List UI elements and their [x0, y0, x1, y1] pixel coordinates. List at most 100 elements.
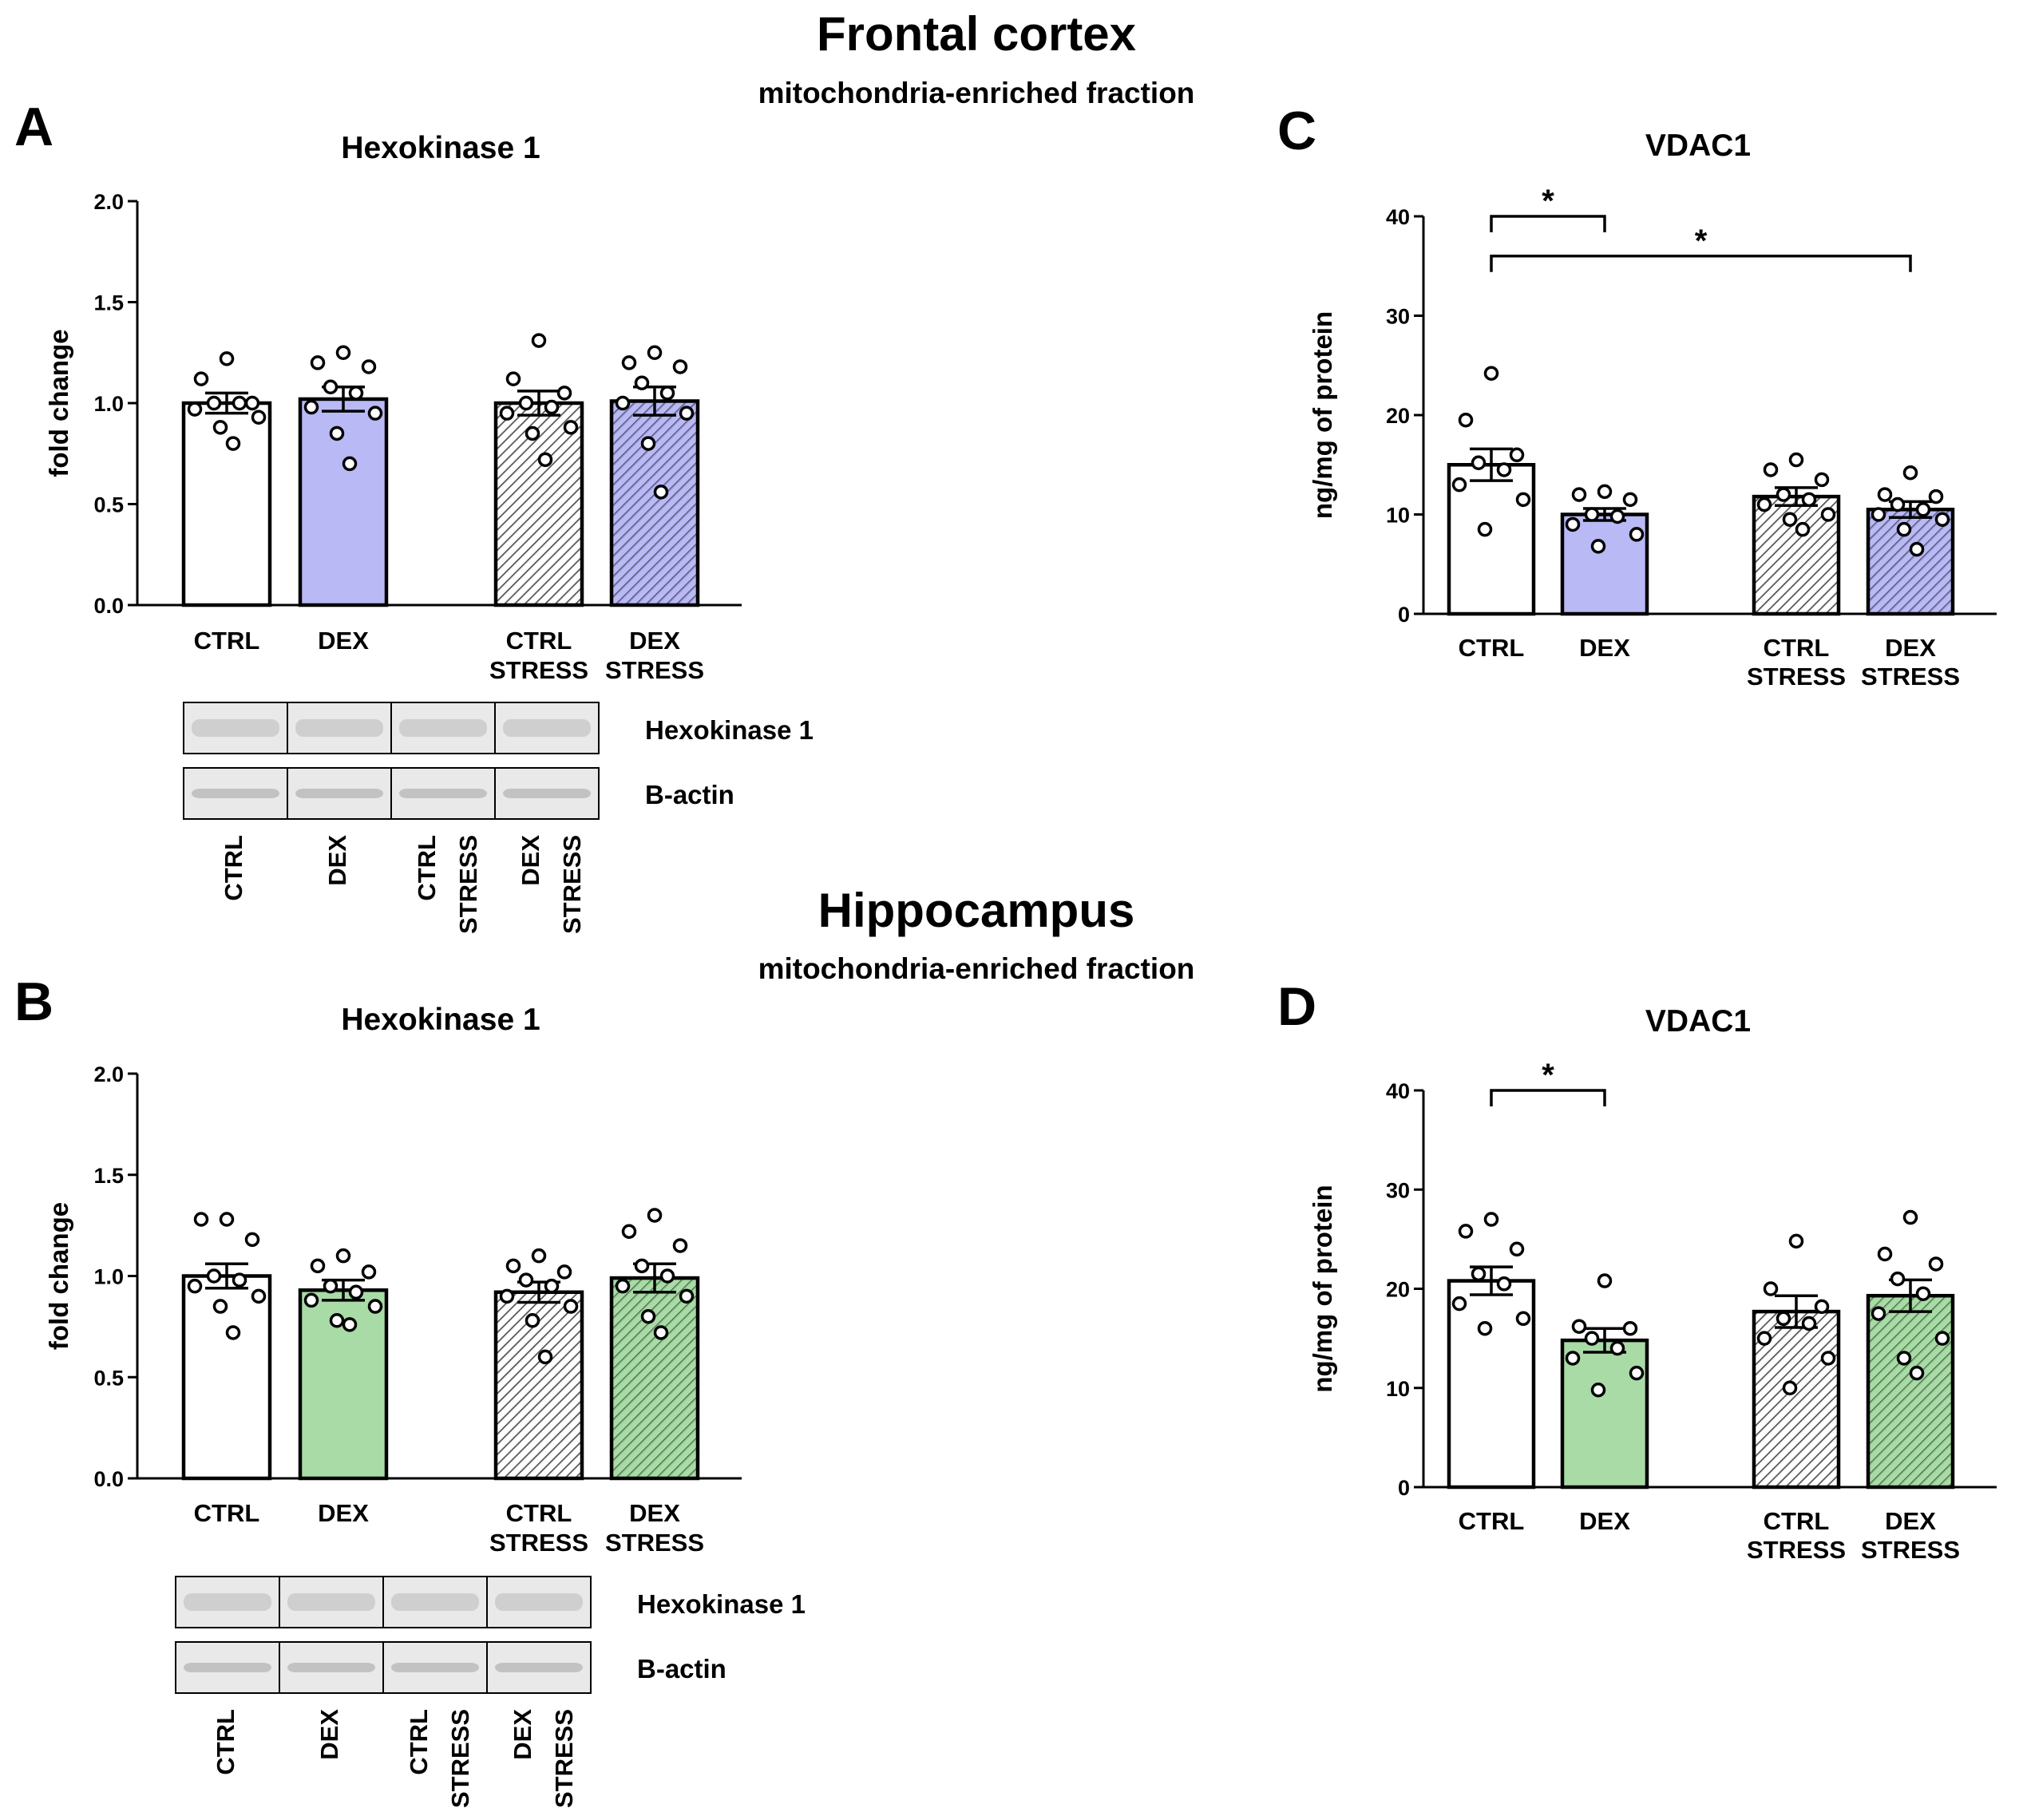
- data-point: [1622, 1320, 1638, 1336]
- data-point: [1909, 1365, 1925, 1381]
- data-point: [621, 1224, 637, 1239]
- section-title-hippocampus: Hippocampus: [817, 884, 1135, 937]
- data-point: [1483, 1212, 1499, 1227]
- data-point: [1477, 521, 1493, 537]
- data-point: [1814, 1299, 1830, 1315]
- data-point: [1451, 477, 1467, 493]
- chart-title: VDAC1: [1645, 129, 1751, 163]
- data-point: [537, 452, 553, 468]
- x-tick-label: DEX: [1885, 634, 1936, 662]
- data-point: [1565, 1351, 1581, 1366]
- data-point: [1629, 527, 1645, 542]
- blot-band: [391, 1663, 479, 1672]
- data-point: [1814, 472, 1830, 488]
- data-point: [1902, 465, 1918, 481]
- data-point: [244, 1232, 260, 1248]
- data-point: [1584, 1331, 1600, 1346]
- data-point: [206, 1268, 222, 1284]
- data-point: [310, 1258, 326, 1274]
- x-tick-label: DEX: [318, 1499, 369, 1527]
- data-point: [361, 1264, 377, 1280]
- blot-lane-label: STRESS: [550, 1709, 578, 1808]
- data-point: [1915, 1286, 1931, 1301]
- x-tick-label: STRESS: [605, 1529, 704, 1557]
- data-point: [1597, 1273, 1613, 1288]
- blot-band: [184, 1663, 271, 1672]
- y-tick-label: 10: [1386, 504, 1410, 528]
- data-point: [615, 1278, 631, 1294]
- data-point: [1928, 489, 1944, 504]
- data-point: [1515, 1311, 1531, 1327]
- blot-band: [503, 789, 591, 798]
- blot-band: [391, 1593, 479, 1611]
- data-point: [1477, 1320, 1493, 1336]
- y-tick-label: 1.5: [93, 1164, 124, 1188]
- y-axis-label: fold change: [44, 1202, 73, 1350]
- x-tick-label: DEX: [629, 627, 680, 655]
- x-tick-label: CTRL: [194, 627, 260, 655]
- blot-lane-label: CTRL: [220, 835, 247, 901]
- data-point: [329, 425, 345, 441]
- data-point: [621, 355, 637, 370]
- data-point: [1915, 502, 1931, 517]
- data-point: [1509, 1241, 1525, 1257]
- blot-band: [503, 719, 591, 737]
- blot-band: [295, 719, 383, 737]
- blot-lane-label: STRESS: [454, 835, 482, 934]
- x-tick-label: DEX: [629, 1499, 680, 1527]
- x-tick-label: STRESS: [1747, 1536, 1846, 1564]
- data-point: [563, 1299, 579, 1314]
- data-point: [348, 1284, 364, 1300]
- data-point: [679, 406, 695, 421]
- data-point: [659, 1268, 675, 1284]
- data-point: [335, 345, 351, 360]
- data-point: [1471, 455, 1487, 471]
- y-tick-label: 1.0: [93, 1265, 124, 1289]
- data-point: [1934, 1331, 1950, 1346]
- data-point: [310, 355, 326, 370]
- y-tick-label: 0.5: [93, 493, 124, 517]
- bar: [181, 401, 272, 607]
- y-tick-label: 0.5: [93, 1366, 124, 1390]
- data-point: [251, 1288, 267, 1304]
- blot-band: [495, 1593, 583, 1611]
- y-tick-label: 0: [1398, 1476, 1410, 1500]
- data-point: [1896, 521, 1912, 537]
- data-point: [634, 1258, 650, 1274]
- significance-star: *: [1542, 1058, 1554, 1093]
- data-point: [342, 456, 358, 472]
- data-point: [563, 420, 579, 435]
- x-tick-label: DEX: [318, 627, 369, 655]
- data-point: [1776, 487, 1791, 502]
- data-point: [525, 1313, 540, 1328]
- x-tick-label: STRESS: [1861, 1536, 1960, 1564]
- data-point: [556, 386, 572, 401]
- data-point: [518, 1272, 534, 1288]
- data-point: [251, 410, 267, 425]
- data-point: [1890, 497, 1906, 512]
- data-point: [361, 359, 377, 374]
- data-point: [232, 395, 247, 411]
- data-point: [1515, 492, 1531, 508]
- data-point: [323, 379, 338, 395]
- blot-lane-label: DEX: [517, 835, 544, 886]
- data-point: [647, 345, 663, 360]
- data-point: [1458, 412, 1474, 428]
- x-tick-label: STRESS: [605, 656, 704, 684]
- chart-title: Hexokinase 1: [341, 131, 540, 165]
- data-point: [1609, 508, 1625, 524]
- y-tick-label: 30: [1386, 1178, 1410, 1202]
- data-point: [206, 395, 222, 411]
- data-point: [329, 1313, 345, 1328]
- bar: [1866, 1293, 1955, 1490]
- data-point: [640, 1308, 656, 1324]
- blot-band: [287, 1593, 375, 1611]
- data-point: [342, 1317, 358, 1332]
- data-point: [537, 1349, 553, 1365]
- data-point: [1565, 516, 1581, 532]
- data-point: [1890, 1271, 1906, 1287]
- data-point: [225, 436, 241, 451]
- panel-letter-b: B: [14, 971, 54, 1032]
- data-point: [1629, 1365, 1645, 1381]
- data-point: [1871, 1306, 1886, 1321]
